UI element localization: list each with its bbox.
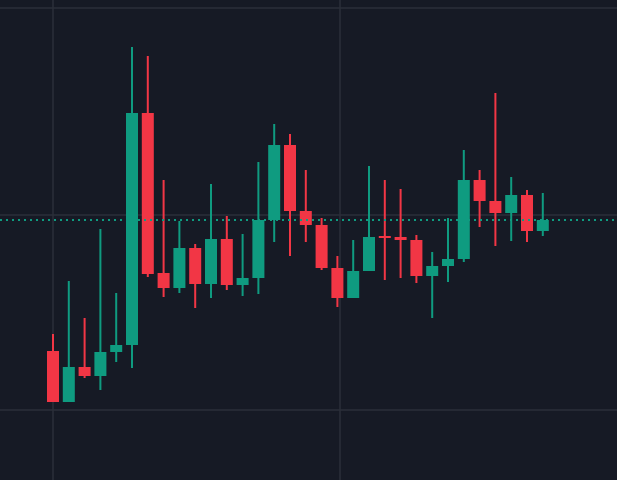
candles [0, 47, 617, 402]
candle-body [410, 240, 423, 276]
candle-body [189, 248, 202, 284]
candle-body [220, 239, 233, 285]
candle-body [173, 248, 186, 288]
candle-body [141, 113, 154, 274]
candle-body [521, 195, 533, 231]
candle-body [284, 145, 296, 211]
candle-body [363, 237, 375, 271]
candle-body [236, 278, 249, 285]
candle-body [536, 220, 549, 231]
candle-body [47, 351, 59, 402]
candle-body [268, 145, 281, 220]
candle-body [126, 113, 138, 345]
candle-body [78, 367, 91, 376]
candle-body [505, 195, 518, 213]
candle-body [299, 211, 312, 225]
candle-body [426, 266, 439, 276]
candle-body [62, 367, 75, 402]
candle-body [157, 273, 170, 288]
candle-body [473, 180, 486, 201]
candle-body [110, 345, 123, 352]
candle-body [394, 237, 407, 240]
candle-body [252, 220, 265, 278]
candle-body [94, 352, 107, 376]
candle-body [315, 225, 328, 268]
candle-body [347, 271, 360, 298]
candle-body [489, 201, 502, 213]
candle-body [442, 259, 454, 266]
candle-body [331, 268, 344, 298]
candle-body [378, 236, 391, 238]
candle-body [205, 239, 217, 284]
